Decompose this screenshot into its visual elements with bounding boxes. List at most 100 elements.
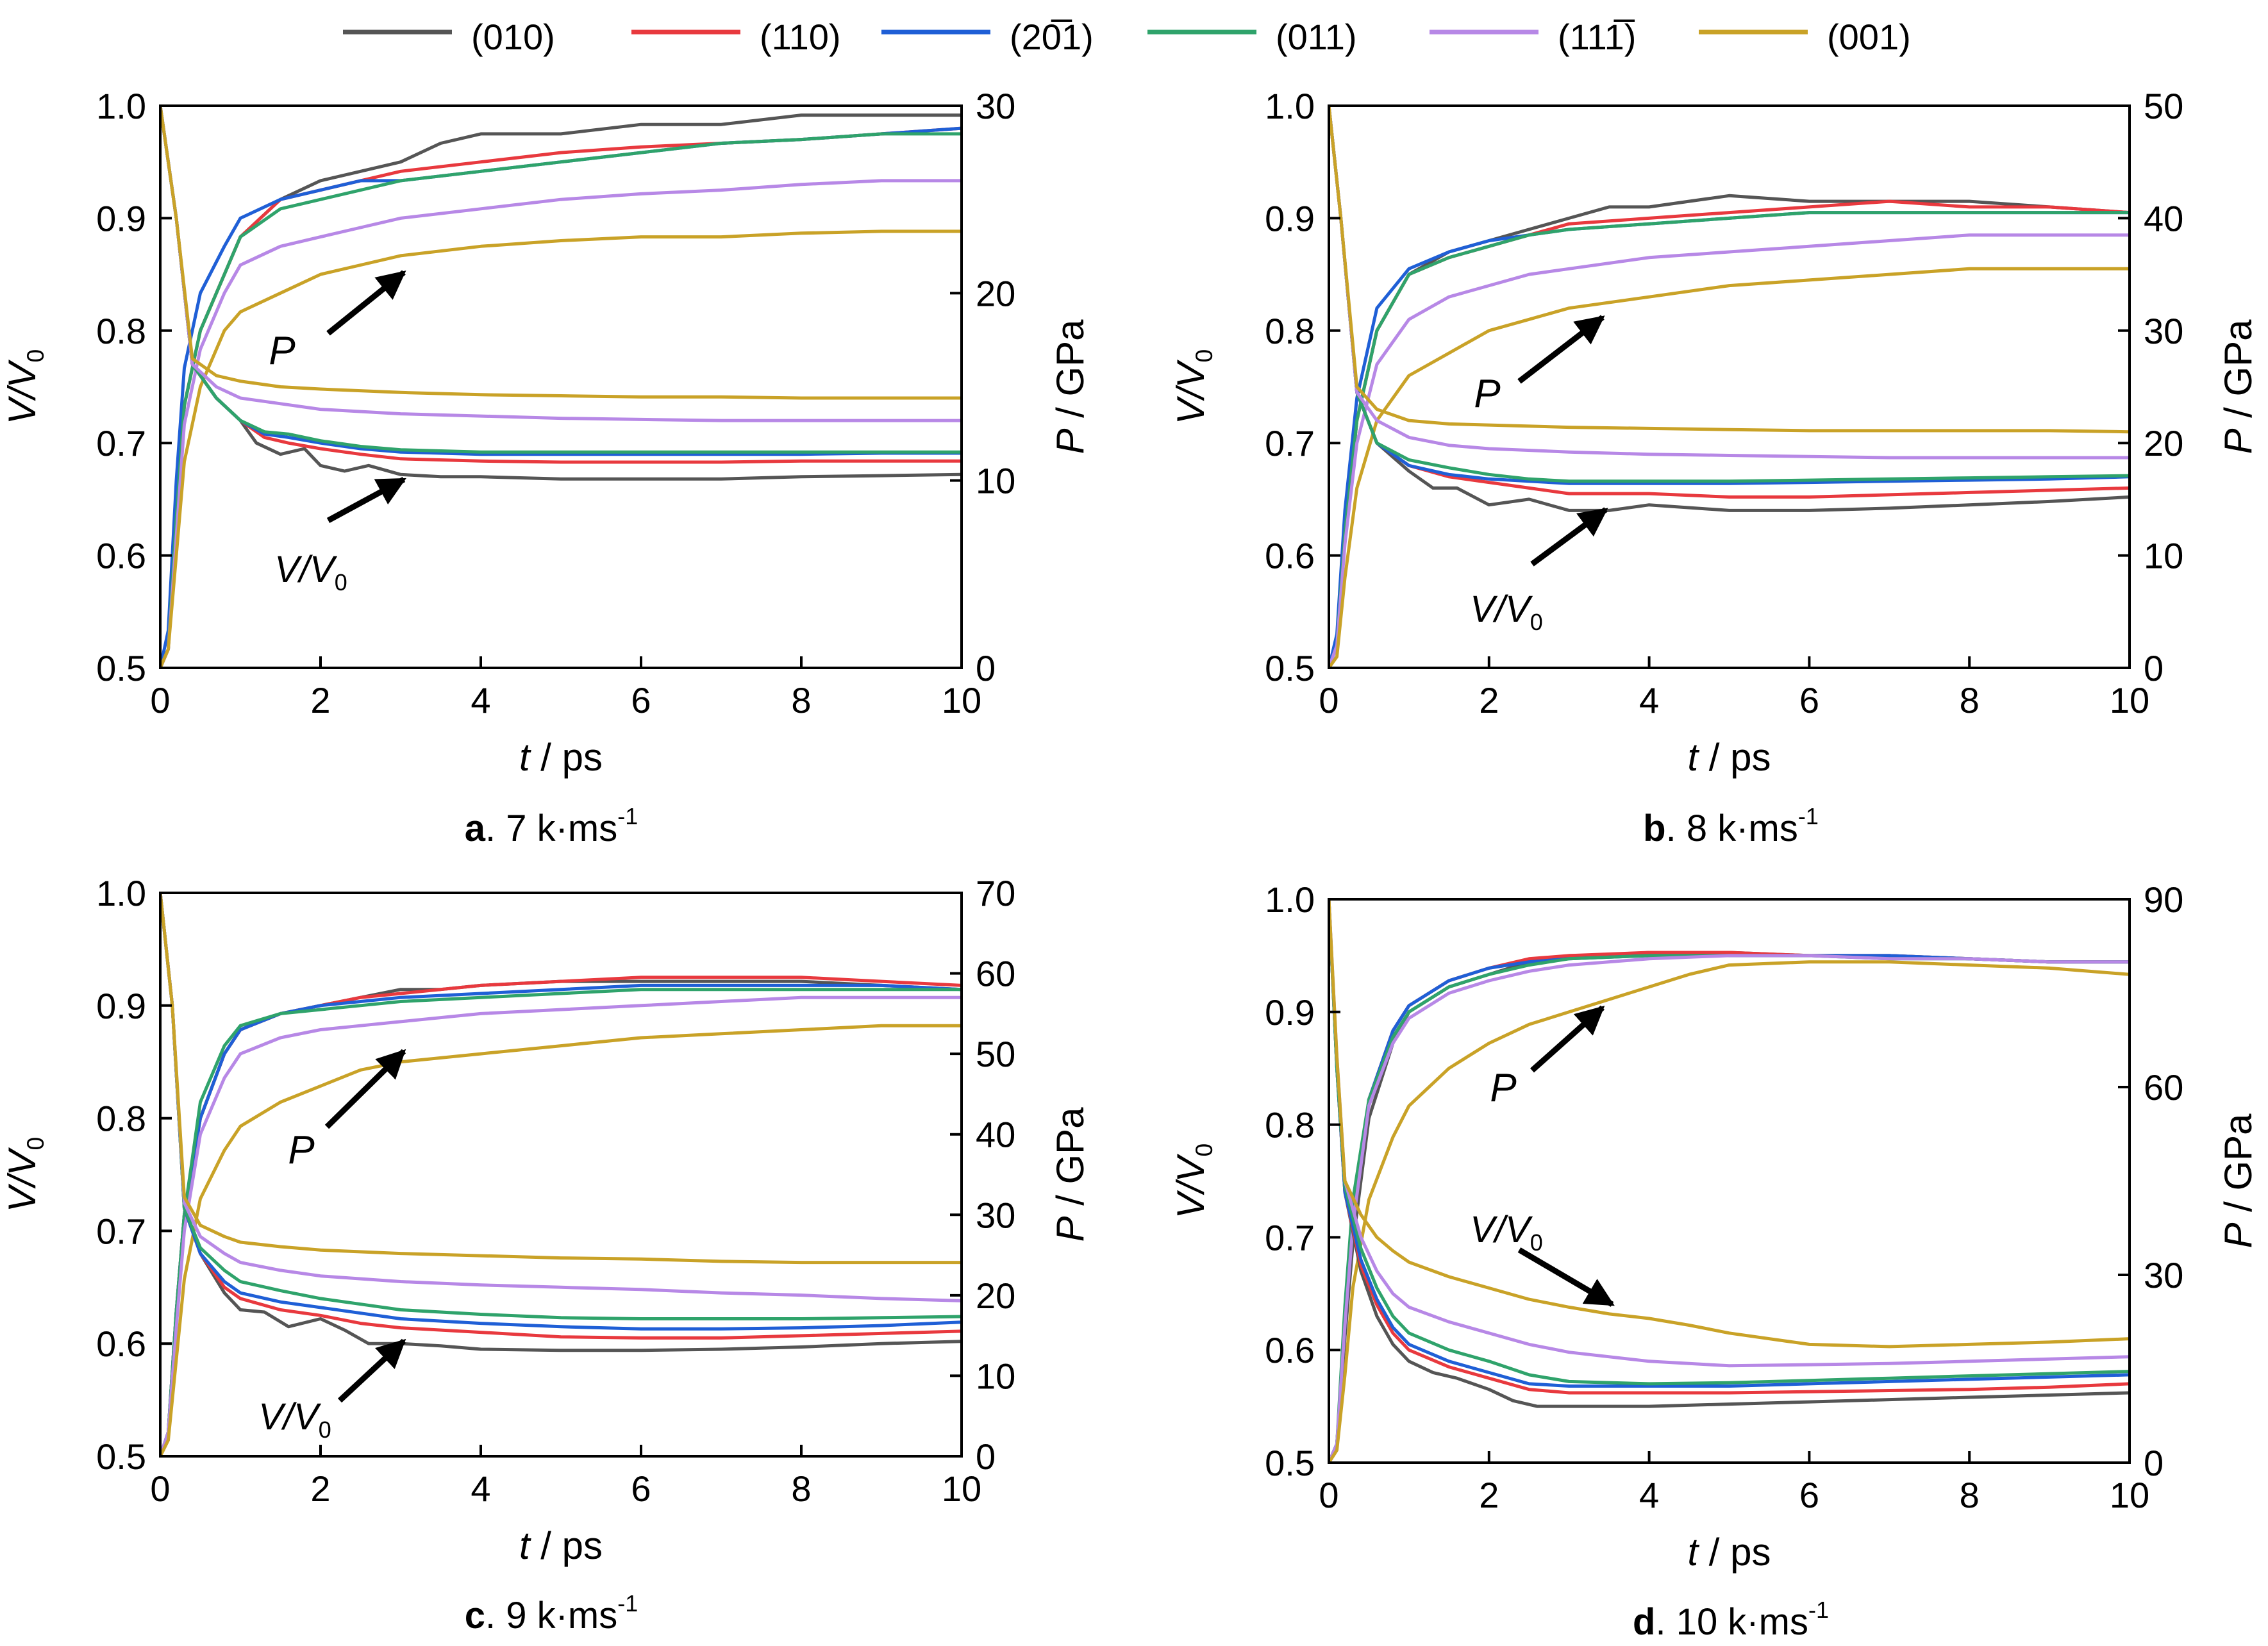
x-tick-label: 2 [1479,1475,1499,1515]
y-right-tick-label: 40 [2144,198,2183,238]
volume-line-4 [1329,106,2130,460]
volume-line-4 [160,106,962,422]
y-left-tick-label: 0.8 [96,311,146,351]
y-left-tick-label: 0.9 [1265,992,1315,1033]
p-annotation-arrow [324,1049,406,1129]
y-left-tick-label: 0.5 [96,648,146,688]
volume-line-4 [160,893,962,1302]
x-axis-label: t / ps [519,736,603,779]
y-left-tick-label: 0.7 [1265,1217,1315,1258]
volume-line-0 [1329,899,2130,1408]
y-left-tick-label: 0.7 [96,423,146,463]
y-right-axis-label: P / GPa [2217,1113,2260,1249]
x-tick-label: 0 [150,680,170,720]
panel-c: 0 2 4 6 8 100.50.60.70.80.91.0010203040506070… [1,873,1092,1636]
volume-line-3 [1329,106,2130,483]
y-right-tick-label: 70 [976,873,1015,913]
y-left-axis-label: V/V0 [1,1137,49,1212]
y-left-tick-label: 0.5 [1265,648,1315,688]
y-left-tick-label: 0.9 [96,986,146,1026]
y-right-tick-label: 50 [976,1034,1015,1074]
y-right-tick-label: 60 [976,954,1015,994]
y-left-axis-label: V/V0 [1169,349,1217,424]
volume-line-1 [1329,106,2130,499]
x-tick-label: 8 [791,680,811,720]
x-tick-label: 4 [1639,680,1659,720]
pressure-line-3 [1329,211,2130,668]
y-left-axis-label: V/V0 [1169,1143,1217,1218]
pressure-line-4 [1329,954,2130,1463]
v-annotation-arrow [326,477,406,523]
pressure-line-0 [160,979,962,1456]
y-right-tick-label: 20 [976,1276,1015,1316]
x-tick-label: 10 [942,1468,981,1509]
panel-caption: b. 8 k·ms-1 [1643,803,1819,849]
y-left-tick-label: 0.9 [1265,198,1315,238]
x-tick-label: 2 [310,680,330,720]
plot-area [160,893,962,1456]
y-left-axis-text: V/V0 [1169,349,1217,424]
y-left-tick-label: 0.8 [1265,311,1315,351]
pressure-line-1 [160,976,962,1456]
y-right-tick-label: 20 [976,273,1015,313]
volume-line-5 [1329,899,2130,1349]
volume-line-3 [160,106,962,454]
y-right-tick-label: 30 [2144,1255,2183,1295]
p-annotation-arrow [1517,315,1605,384]
x-tick-label: 0 [150,1468,170,1509]
volume-line-3 [1329,899,2130,1386]
legend: (010) (110) (20̅1) (011) (111̅) (001) [343,17,1911,57]
volume-line-0 [1329,106,2130,512]
x-tick-label: 4 [471,680,490,720]
y-right-tick-label: 90 [2144,879,2183,920]
y-right-axis-text: P / GPa [2217,319,2260,454]
v-annotation-arrow [1517,1247,1615,1307]
y-left-tick-label: 0.7 [1265,423,1315,463]
legend-label-4: (111̅) [1558,17,1636,57]
y-right-tick-label: 0 [2144,1443,2164,1483]
pressure-line-3 [160,988,962,1456]
plot-area [1329,899,2130,1463]
y-left-tick-label: 0.6 [96,536,146,576]
y-right-axis-text: P / GPa [1049,319,1092,454]
x-axis-label: t / ps [1687,736,1771,779]
y-right-tick-label: 30 [976,86,1015,126]
plot-frame [159,104,963,669]
pressure-line-4 [160,179,962,668]
v-annotation-arrow [1530,507,1608,567]
y-left-axis-label: V/V0 [1,349,49,424]
panel-caption: a. 7 k·ms-1 [465,803,638,849]
y-left-axis-text: V/V0 [1,1137,49,1212]
volume-line-5 [160,893,962,1265]
y-right-tick-label: 10 [976,1356,1015,1396]
volume-line-5 [160,106,962,400]
y-left-tick-label: 1.0 [96,86,146,126]
y-right-axis-label: P / GPa [1049,1107,1092,1242]
x-tick-label: 8 [791,1468,811,1509]
x-tick-label: 10 [2110,680,2149,720]
volume-line-0 [160,893,962,1352]
y-right-tick-label: 0 [976,1436,996,1477]
x-axis-label: t / ps [519,1524,603,1567]
pressure-line-2 [1329,211,2130,668]
x-tick-label: 2 [310,1468,330,1509]
x-tick-label: 0 [1319,1475,1338,1515]
y-right-tick-label: 50 [2144,86,2183,126]
plot-area [1329,106,2130,668]
panel-d: 0 2 4 6 8 10 0.5 0.6 0.7 0.8 0.9 1.0 0 30 60 90 t / ps V/… [1169,879,2260,1643]
y-left-tick-label: 0.9 [96,198,146,238]
volume-line-2 [1329,899,2130,1388]
y-right-tick-label: 30 [976,1195,1015,1235]
plot-frame [159,892,963,1458]
y-right-tick-label: 40 [976,1115,1015,1155]
y-right-axis-label: P / GPa [1049,319,1092,454]
v-annotation-label: V/V0 [258,1396,331,1443]
y-left-tick-label: 0.8 [1265,1105,1315,1145]
p-annotation-label: P [288,1128,314,1172]
pressure-line-5 [1329,960,2130,1463]
x-tick-label: 2 [1479,680,1499,720]
volume-line-1 [160,106,962,464]
y-right-axis-text: P / GPa [2217,1113,2260,1249]
